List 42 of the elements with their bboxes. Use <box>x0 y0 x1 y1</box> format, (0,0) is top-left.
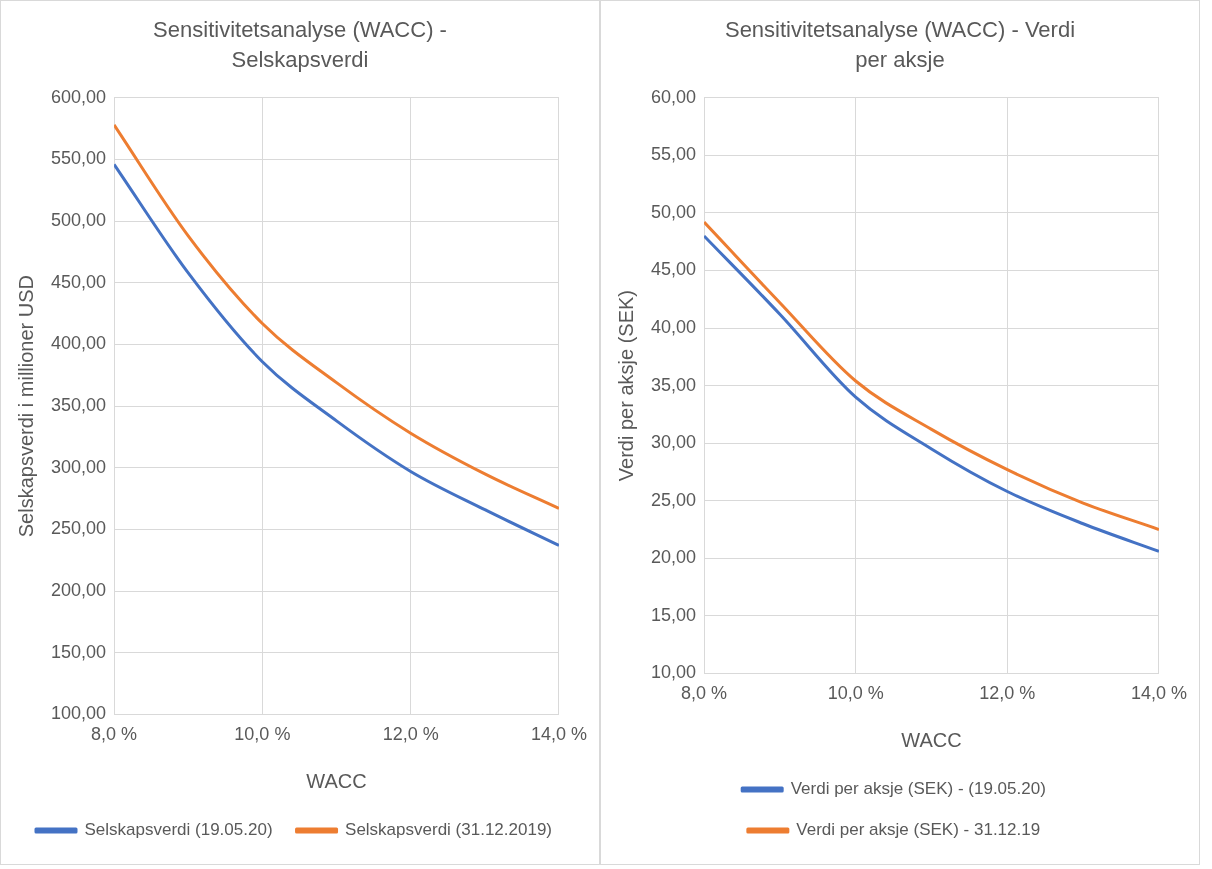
y-tick-label: 500,00 <box>50 210 107 231</box>
legend-label: Selskapsverdi (31.12.2019) <box>345 820 553 840</box>
x-tick-label: 8,0 % <box>91 724 138 745</box>
y-tick-label: 15,00 <box>651 604 697 625</box>
x-tick-label: 12,0 % <box>382 724 439 745</box>
y-tick-label: 150,00 <box>50 641 107 662</box>
chart-title: Sensitivitetsanalyse (WACC) - Selskapsverdi <box>152 16 448 74</box>
line-series <box>114 162 559 547</box>
y-tick-label: 55,00 <box>651 144 697 165</box>
x-tick-label: 14,0 % <box>530 724 587 745</box>
y-tick-label: 450,00 <box>50 271 107 292</box>
y-axis-title: Selskapsverdi i millioner USD <box>14 274 37 538</box>
y-tick-label: 40,00 <box>651 317 697 338</box>
legend-label: Selskapsverdi (19.05.20) <box>84 820 273 840</box>
y-tick-label: 400,00 <box>50 333 107 354</box>
y-tick-label: 35,00 <box>651 374 697 395</box>
y-tick-label: 45,00 <box>651 259 697 280</box>
legend-label: Verdi per aksje (SEK) - 31.12.19 <box>796 820 1041 840</box>
y-tick-label: 300,00 <box>50 456 107 477</box>
line-series <box>114 123 559 510</box>
x-tick-label: 8,0 % <box>681 683 728 704</box>
y-tick-label: 30,00 <box>651 432 697 453</box>
y-tick-label: 60,00 <box>651 86 697 107</box>
x-tick-label: 12,0 % <box>979 683 1036 704</box>
y-tick-label: 25,00 <box>651 489 697 510</box>
y-tick-label: 550,00 <box>50 148 107 169</box>
x-tick-label: 10,0 % <box>827 683 884 704</box>
y-axis-title: Verdi per aksje (SEK) <box>614 290 637 482</box>
y-tick-label: 600,00 <box>50 86 107 107</box>
x-axis-title: WACC <box>901 728 962 751</box>
chart-title: Sensitivitetsanalyse (WACC) - Verdi per aksje <box>723 16 1077 74</box>
y-tick-label: 350,00 <box>50 395 107 416</box>
y-tick-label: 10,00 <box>651 662 697 683</box>
y-tick-label: 50,00 <box>651 201 697 222</box>
x-tick-label: 14,0 % <box>1130 683 1187 704</box>
legend-label: Verdi per aksje (SEK) - (19.05.20) <box>790 779 1046 799</box>
x-axis-title: WACC <box>306 769 367 792</box>
y-tick-label: 250,00 <box>50 518 107 539</box>
x-tick-label: 10,0 % <box>234 724 291 745</box>
y-tick-label: 20,00 <box>651 547 697 568</box>
y-tick-label: 200,00 <box>50 580 107 601</box>
y-tick-label: 100,00 <box>50 703 107 724</box>
